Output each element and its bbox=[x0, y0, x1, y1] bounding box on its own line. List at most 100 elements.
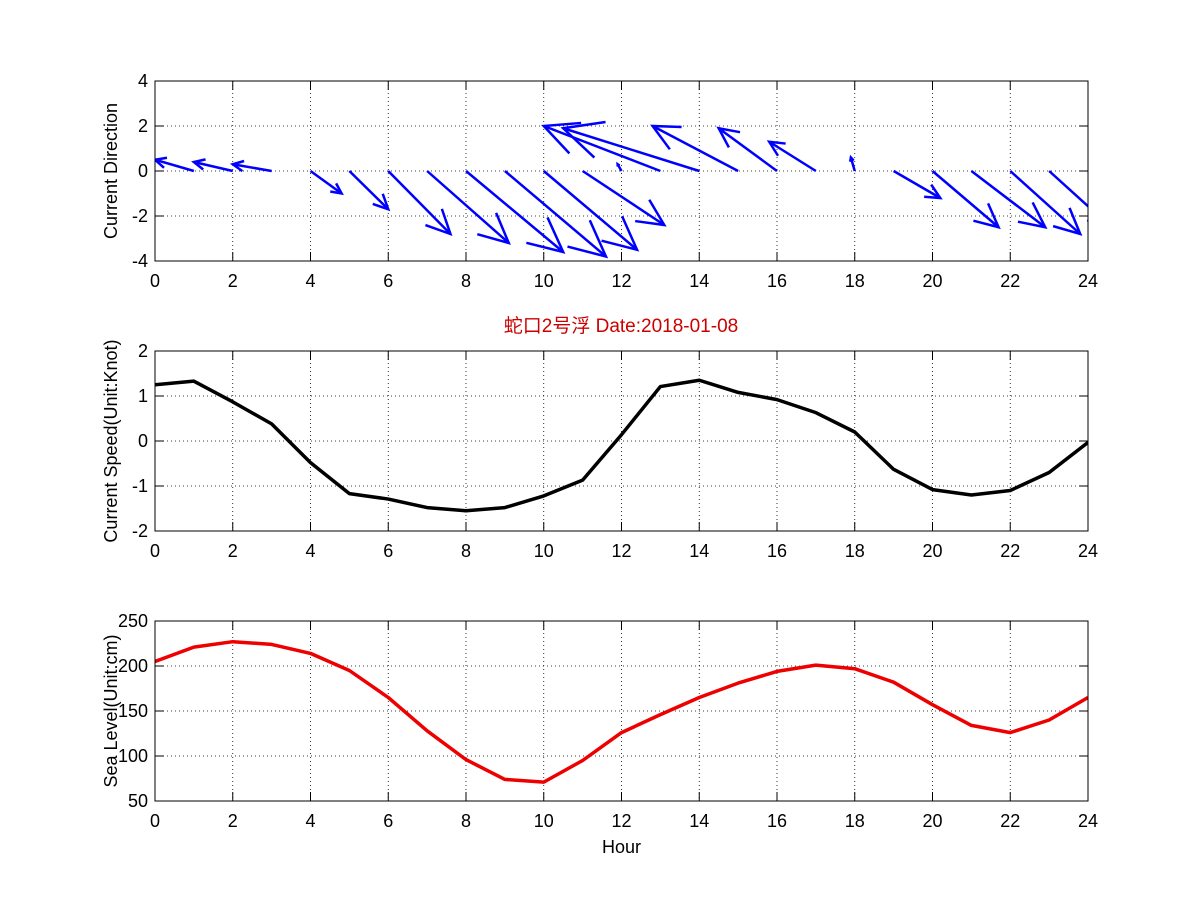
x-tick-label: 8 bbox=[461, 271, 471, 291]
current-vector-1 bbox=[155, 158, 195, 173]
x-tick-label: 14 bbox=[689, 271, 709, 291]
current-vector-0 bbox=[155, 169, 156, 171]
x-tick-label: 16 bbox=[767, 541, 787, 561]
current-vector-11 bbox=[581, 169, 665, 227]
x-tick-label: 24 bbox=[1078, 271, 1098, 291]
x-tick-label: 18 bbox=[845, 811, 865, 831]
current-vector-23 bbox=[1048, 170, 1088, 208]
current-vector-head-13 bbox=[541, 121, 582, 155]
x-tick-label: 6 bbox=[383, 541, 393, 561]
x-tick-label: 4 bbox=[305, 271, 315, 291]
current-vector-21 bbox=[970, 170, 1046, 229]
current-vector-head-22 bbox=[1052, 207, 1083, 236]
series-group bbox=[155, 378, 1088, 513]
x-tick-label: 18 bbox=[845, 541, 865, 561]
current-vector-head-19 bbox=[924, 183, 943, 200]
y-axis-label: Current Direction bbox=[101, 103, 121, 239]
y-tick-label: 150 bbox=[118, 701, 148, 721]
current-vector-19 bbox=[892, 169, 941, 200]
x-tick-label: 4 bbox=[305, 811, 315, 831]
x-tick-label: 10 bbox=[534, 811, 554, 831]
current-vector-head-24 bbox=[1112, 189, 1127, 203]
current-vector-head-4 bbox=[330, 182, 344, 196]
x-tick-label: 8 bbox=[461, 811, 471, 831]
y-tick-label: 4 bbox=[138, 71, 148, 91]
y-tick-label: -2 bbox=[132, 521, 148, 541]
x-tick-label: 10 bbox=[534, 271, 554, 291]
current-vector-9 bbox=[504, 170, 607, 258]
current-vector-3 bbox=[232, 163, 272, 173]
current-vector-22 bbox=[1009, 170, 1082, 235]
y-tick-label: 50 bbox=[128, 791, 148, 811]
y-tick-label: 2 bbox=[138, 341, 148, 361]
x-tick-label: 14 bbox=[689, 541, 709, 561]
plot-area bbox=[155, 351, 1088, 531]
x-tick-label: 2 bbox=[228, 541, 238, 561]
x-tick-label: 0 bbox=[150, 541, 160, 561]
current-vector-13 bbox=[543, 124, 661, 173]
x-tick-label: 12 bbox=[611, 271, 631, 291]
y-axis-label: Sea Level(Unit:cm) bbox=[101, 634, 121, 787]
x-tick-label: 12 bbox=[611, 541, 631, 561]
current-vector-head-15 bbox=[650, 124, 682, 151]
series-group bbox=[155, 639, 1088, 784]
x-tick-label: 20 bbox=[922, 811, 942, 831]
current-vector-head-16 bbox=[716, 126, 741, 148]
current-vector-head-6 bbox=[425, 208, 453, 237]
x-tick-label: 16 bbox=[767, 271, 787, 291]
current-vector-head-20 bbox=[973, 202, 1001, 230]
current-vector-head-2 bbox=[191, 158, 206, 171]
current-vector-20 bbox=[931, 170, 1000, 229]
series-line bbox=[155, 378, 1088, 513]
x-tick-label: 20 bbox=[922, 271, 942, 291]
x-tick-label: 24 bbox=[1078, 541, 1098, 561]
current-vector-4 bbox=[309, 169, 343, 195]
current-vector-head-21 bbox=[1017, 201, 1048, 229]
current-vector-16 bbox=[717, 127, 778, 173]
current-vector-head-14 bbox=[560, 120, 606, 159]
y-tick-label: 0 bbox=[138, 161, 148, 181]
y-tick-label: 0 bbox=[138, 431, 148, 451]
x-tick-label: 10 bbox=[534, 541, 554, 561]
y-tick-label: 200 bbox=[118, 656, 148, 676]
current-vector-17 bbox=[768, 140, 817, 173]
x-tick-label: 8 bbox=[461, 541, 471, 561]
current-vector-14 bbox=[562, 127, 700, 173]
series-group bbox=[155, 120, 1127, 259]
x-tick-label: 24 bbox=[1078, 811, 1098, 831]
x-tick-label: 20 bbox=[922, 541, 942, 561]
y-tick-label: -2 bbox=[132, 206, 148, 226]
x-tick-label: 22 bbox=[1000, 811, 1020, 831]
current-vector-2 bbox=[193, 160, 234, 173]
current-vector-head-11 bbox=[634, 199, 667, 227]
current-vector-15 bbox=[652, 124, 739, 173]
y-tick-label: 1 bbox=[138, 386, 148, 406]
y-tick-label: 250 bbox=[118, 611, 148, 631]
y-tick-label: -4 bbox=[132, 251, 148, 271]
current-vector-head-7 bbox=[476, 212, 511, 245]
current-vector-5 bbox=[348, 170, 390, 211]
x-tick-label: 16 bbox=[767, 811, 787, 831]
x-tick-label: 18 bbox=[845, 271, 865, 291]
x-tick-label: 0 bbox=[150, 811, 160, 831]
x-tick-label: 22 bbox=[1000, 541, 1020, 561]
x-tick-label: 4 bbox=[305, 541, 315, 561]
current-vector-24 bbox=[1087, 171, 1088, 173]
current-vector-head-9 bbox=[567, 219, 609, 259]
x-axis-label: Hour bbox=[602, 837, 641, 857]
current-vector-head-18 bbox=[848, 154, 855, 162]
x-tick-label: 22 bbox=[1000, 271, 1020, 291]
current-vector-7 bbox=[426, 170, 510, 244]
x-tick-label: 6 bbox=[383, 811, 393, 831]
current-vector-head-3 bbox=[229, 159, 245, 173]
x-tick-label: 6 bbox=[383, 271, 393, 291]
current-vector-head-10 bbox=[601, 215, 640, 252]
series-line bbox=[155, 639, 1088, 784]
plot-area bbox=[155, 621, 1088, 801]
current-vector-head-5 bbox=[372, 193, 391, 212]
current-vector-head-17 bbox=[766, 140, 786, 157]
